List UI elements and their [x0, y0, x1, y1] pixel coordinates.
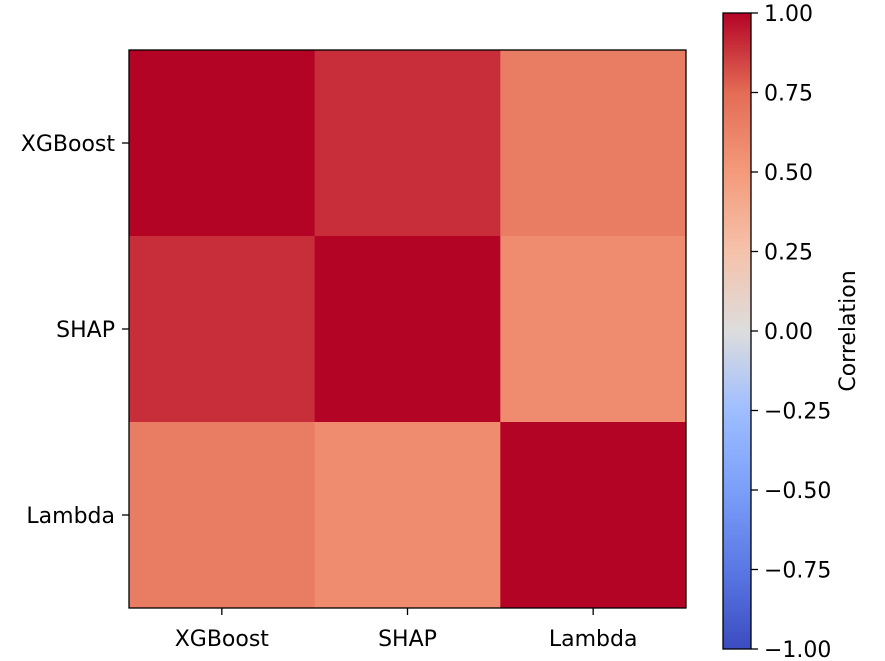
heatmap-cell-lambda-shap — [314, 422, 501, 609]
colorbar — [722, 12, 752, 650]
y-axis: XGBoost SHAP Lambda — [21, 132, 129, 529]
x-axis: XGBoost SHAP Lambda — [175, 608, 638, 652]
x-tick-label: Lambda — [549, 627, 638, 652]
colorbar-ticks: 1.00 0.75 0.50 0.25 0.00 −0.25 −0.50 −0.75 −1.00 — [751, 2, 831, 661]
colorbar-tick-label: 0.75 — [764, 82, 813, 107]
colorbar-tick-label: 0.50 — [764, 161, 813, 186]
colorbar-tick-label: −0.75 — [764, 559, 831, 584]
colorbar-tick-label: −0.50 — [764, 479, 831, 504]
heatmap-cell-xgboost-lambda — [500, 50, 687, 237]
heatmap-cell-shap-xgboost — [129, 236, 316, 423]
heatmap-cells — [129, 50, 687, 609]
x-tick-label: SHAP — [378, 627, 437, 652]
heatmap-cell-xgboost-xgboost — [129, 50, 316, 237]
heatmap-cell-shap-shap — [314, 236, 501, 423]
colorbar-tick-label: −0.25 — [764, 400, 831, 425]
colorbar-tick-label: 1.00 — [764, 2, 813, 27]
y-tick-label: SHAP — [56, 318, 115, 343]
x-tick-label: XGBoost — [175, 627, 270, 652]
colorbar-tick-label: −1.00 — [764, 638, 831, 661]
y-tick-label: Lambda — [26, 504, 115, 529]
heatmap-cell-shap-lambda — [500, 236, 687, 423]
heatmap-cell-xgboost-shap — [314, 50, 501, 237]
heatmap-cell-lambda-lambda — [500, 422, 687, 609]
colorbar-label: Correlation — [836, 270, 861, 391]
colorbar-tick-label: 0.00 — [764, 320, 813, 345]
y-tick-label: XGBoost — [21, 132, 116, 157]
heatmap-cell-lambda-xgboost — [129, 422, 316, 609]
colorbar-tick-label: 0.25 — [764, 241, 813, 266]
